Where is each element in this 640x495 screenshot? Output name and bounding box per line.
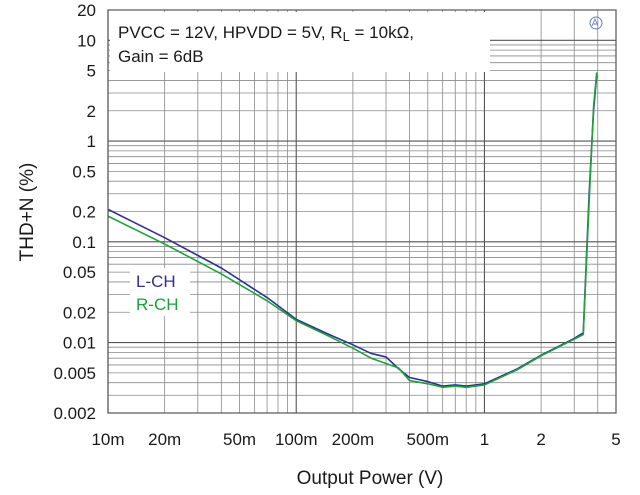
annotation-line-1: PVCC = 12V, HPVDD = 5V, RL = 10kΩ, — [118, 23, 414, 44]
series-line-r-ch — [107, 72, 598, 389]
x-tick-label: 500m — [407, 430, 450, 449]
y-tick-label: 0.2 — [72, 203, 96, 222]
legend-entry-r-ch: R-CH — [136, 295, 179, 314]
y-tick-label: 0.05 — [63, 263, 96, 282]
ap-logo-icon — [589, 16, 603, 30]
y-tick-label: 20 — [77, 1, 96, 20]
y-tick-labels: 0.002 0.005 0.01 0.02 0.05 0.1 0.2 0.5 1 2 5 10 20 — [53, 1, 96, 423]
y-tick-label: 0.01 — [63, 334, 96, 353]
y-tick-label: 5 — [87, 62, 96, 81]
annotation-part-2: = 10kΩ, — [350, 23, 414, 42]
legend-box — [130, 268, 190, 316]
y-tick-label: 0.1 — [72, 233, 96, 252]
annotation-line-2: Gain = 6dB — [118, 47, 204, 66]
x-tick-label: 1 — [480, 430, 489, 449]
legend-entry-l-ch: L-CH — [136, 272, 176, 291]
annotation-subscript: L — [343, 29, 350, 44]
annotation-part-1: PVCC = 12V, HPVDD = 5V, R — [118, 23, 343, 42]
x-tick-label: 50m — [223, 430, 256, 449]
annotation-box — [110, 12, 490, 72]
y-tick-label: 0.02 — [63, 303, 96, 322]
x-tick-label: 2 — [536, 430, 545, 449]
series-line-l-ch — [107, 75, 598, 387]
x-tick-label: 5 — [611, 430, 620, 449]
series-layer — [107, 72, 598, 389]
y-tick-label: 10 — [77, 31, 96, 50]
y-tick-label: 0.5 — [72, 162, 96, 181]
x-tick-label: 200m — [332, 430, 375, 449]
x-tick-label: 100m — [275, 430, 318, 449]
plot-frame — [107, 9, 617, 414]
y-tick-label: 0.002 — [53, 404, 96, 423]
x-axis-label: Output Power (V) — [297, 468, 444, 489]
x-tick-label: 10m — [91, 430, 124, 449]
y-axis-label: THD+N (%) — [17, 163, 38, 262]
minor-grid — [108, 9, 617, 414]
y-tick-label: 2 — [87, 102, 96, 121]
x-tick-label: 20m — [148, 430, 181, 449]
y-tick-label: 1 — [87, 132, 96, 151]
x-tick-labels: 10m 20m 50m 100m 200m 500m 1 2 5 — [91, 430, 620, 449]
y-tick-label: 0.005 — [53, 364, 96, 383]
